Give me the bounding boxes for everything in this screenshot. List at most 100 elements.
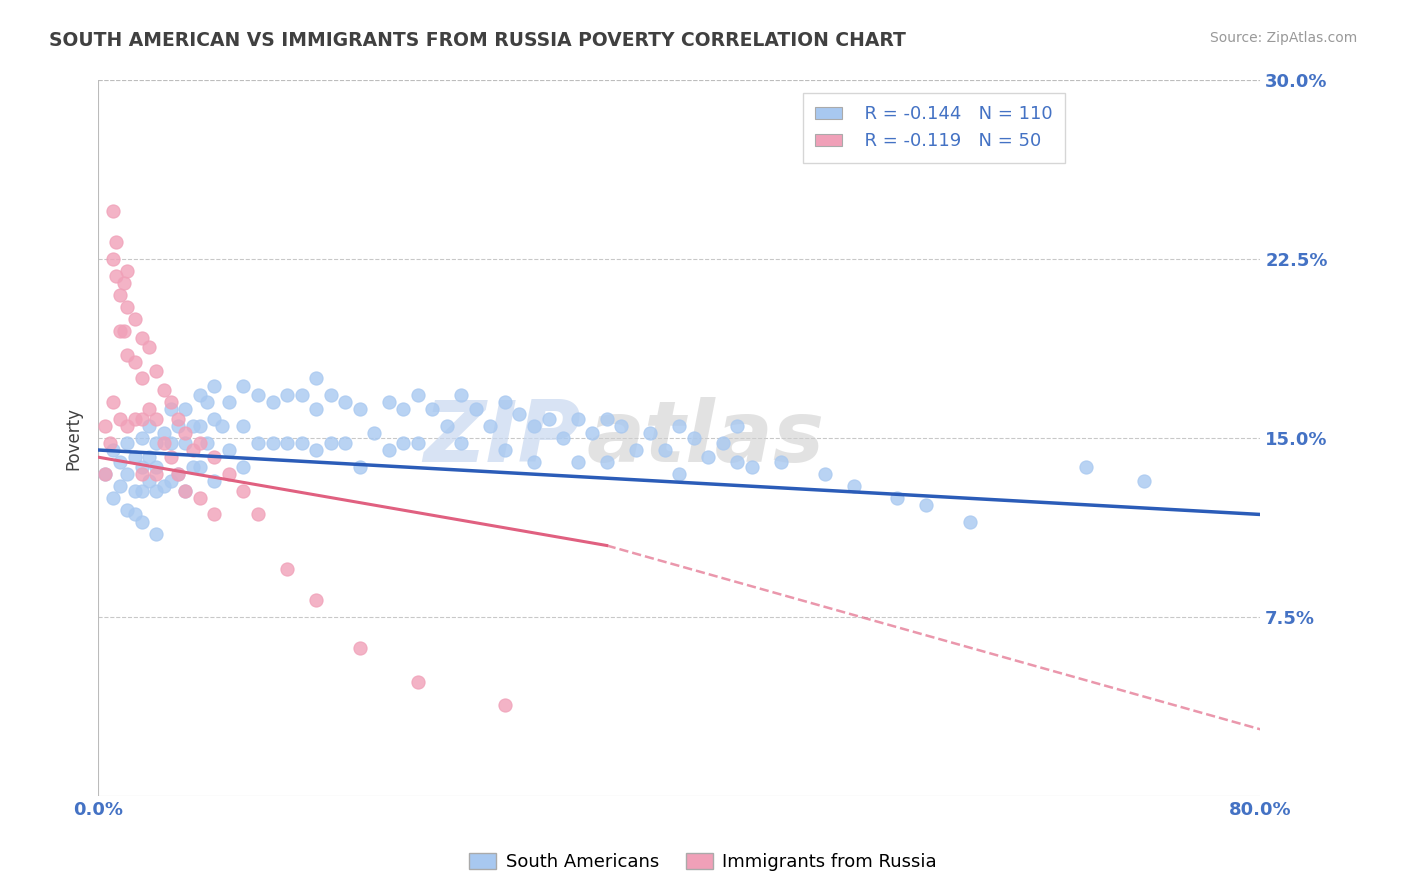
Point — [94, 467, 117, 481]
Point — [124, 412, 146, 426]
Point — [305, 442, 328, 457]
Point — [167, 467, 190, 481]
Point — [174, 435, 197, 450]
Point — [668, 419, 690, 434]
Point — [508, 407, 530, 421]
Text: SOUTH AMERICAN VS IMMIGRANTS FROM RUSSIA POVERTY CORRELATION CHART: SOUTH AMERICAN VS IMMIGRANTS FROM RUSSIA… — [49, 31, 905, 50]
Point — [959, 515, 981, 529]
Point — [711, 435, 734, 450]
Point — [202, 378, 225, 392]
Point — [406, 388, 429, 402]
Point — [131, 483, 153, 498]
Point — [115, 264, 138, 278]
Point — [131, 412, 153, 426]
Point — [595, 412, 617, 426]
Point — [218, 395, 240, 409]
Point — [494, 698, 516, 713]
Point — [654, 442, 676, 457]
Point — [188, 388, 211, 402]
Point — [420, 402, 443, 417]
Point — [551, 431, 574, 445]
Point — [232, 378, 254, 392]
Point — [159, 450, 181, 465]
Point — [115, 467, 138, 481]
Point — [494, 395, 516, 409]
Point — [112, 276, 135, 290]
Point — [167, 467, 190, 481]
Point — [188, 419, 211, 434]
Text: Source: ZipAtlas.com: Source: ZipAtlas.com — [1209, 31, 1357, 45]
Point — [319, 388, 342, 402]
Point — [152, 426, 174, 441]
Point — [333, 435, 356, 450]
Point — [638, 426, 661, 441]
Point — [174, 483, 197, 498]
Point — [211, 419, 233, 434]
Point — [262, 395, 284, 409]
Point — [138, 419, 160, 434]
Point — [108, 412, 131, 426]
Point — [377, 442, 399, 457]
Point — [131, 515, 153, 529]
Point — [101, 395, 124, 409]
Point — [145, 459, 167, 474]
Legend: South Americans, Immigrants from Russia: South Americans, Immigrants from Russia — [463, 846, 943, 879]
Text: atlas: atlas — [586, 397, 824, 480]
Point — [124, 508, 146, 522]
Point — [131, 371, 153, 385]
Point — [138, 340, 160, 354]
Point — [145, 526, 167, 541]
Point — [94, 419, 117, 434]
Point — [494, 442, 516, 457]
Point — [479, 419, 502, 434]
Point — [131, 431, 153, 445]
Point — [567, 455, 589, 469]
Point — [188, 459, 211, 474]
Point — [523, 455, 546, 469]
Point — [450, 435, 472, 450]
Point — [104, 268, 127, 283]
Point — [152, 384, 174, 398]
Point — [174, 402, 197, 417]
Point — [115, 347, 138, 361]
Point — [138, 474, 160, 488]
Point — [392, 402, 415, 417]
Point — [305, 593, 328, 607]
Point — [131, 331, 153, 345]
Point — [174, 483, 197, 498]
Point — [813, 467, 835, 481]
Point — [537, 412, 560, 426]
Point — [188, 491, 211, 505]
Point — [464, 402, 486, 417]
Point — [523, 419, 546, 434]
Point — [406, 435, 429, 450]
Point — [232, 419, 254, 434]
Point — [741, 459, 763, 474]
Point — [305, 402, 328, 417]
Point — [668, 467, 690, 481]
Point — [145, 435, 167, 450]
Point — [115, 419, 138, 434]
Point — [915, 498, 938, 512]
Point — [290, 388, 312, 402]
Point — [159, 474, 181, 488]
Point — [104, 235, 127, 250]
Point — [98, 435, 121, 450]
Point — [276, 388, 298, 402]
Point — [167, 412, 190, 426]
Point — [167, 419, 190, 434]
Point — [159, 435, 181, 450]
Point — [333, 395, 356, 409]
Point — [725, 419, 748, 434]
Point — [246, 508, 269, 522]
Point — [188, 435, 211, 450]
Point — [181, 442, 204, 457]
Point — [436, 419, 458, 434]
Point — [349, 459, 371, 474]
Point — [624, 442, 647, 457]
Legend:   R = -0.144   N = 110,   R = -0.119   N = 50: R = -0.144 N = 110, R = -0.119 N = 50 — [803, 93, 1066, 163]
Point — [1133, 474, 1156, 488]
Point — [1074, 459, 1097, 474]
Point — [115, 502, 138, 516]
Point — [112, 324, 135, 338]
